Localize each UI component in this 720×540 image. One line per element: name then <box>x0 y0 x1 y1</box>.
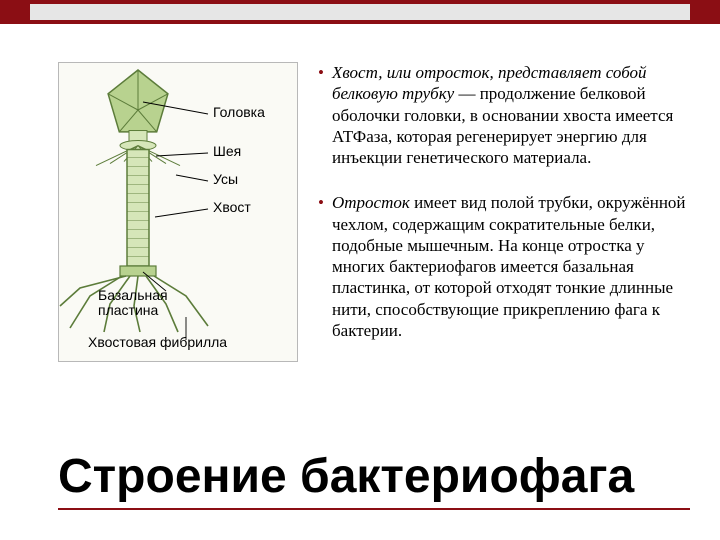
slide-title: Строение бактериофага <box>58 449 634 504</box>
header-bar-inner <box>30 4 690 20</box>
svg-text:Шея: Шея <box>213 143 241 159</box>
title-underline <box>58 508 690 510</box>
paragraph-2-lead: Отросток <box>332 193 410 212</box>
text-column: Хвост, или отросток, представляет собой … <box>318 62 688 365</box>
bacteriophage-diagram: Головка Шея Усы Хвост Базальнаяпластина Хвост… <box>58 62 298 362</box>
paragraph-1: Хвост, или отросток, представляет собой … <box>318 62 688 168</box>
svg-text:Хвостовая фибрилла: Хвостовая фибрилла <box>88 334 227 350</box>
svg-text:Хвост: Хвост <box>213 199 251 215</box>
svg-text:Базальная: Базальная <box>98 287 168 303</box>
paragraph-2-rest: имеет вид полой трубки, окружённой чехло… <box>332 193 686 340</box>
slide: Головка Шея Усы Хвост Базальнаяпластина Хвост… <box>0 0 720 540</box>
svg-text:Головка: Головка <box>213 104 265 120</box>
svg-text:пластина: пластина <box>98 302 159 318</box>
paragraph-2: Отросток имеет вид полой трубки, окружён… <box>318 192 688 341</box>
svg-text:Усы: Усы <box>213 171 238 187</box>
